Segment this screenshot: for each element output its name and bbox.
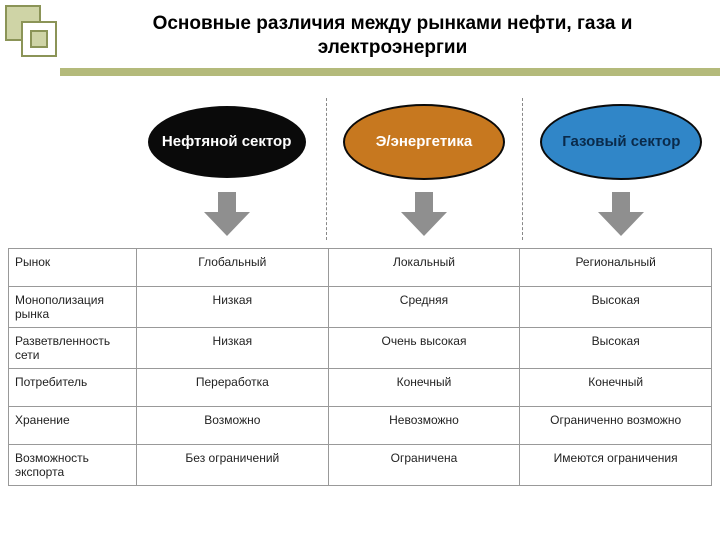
corner-logo [4, 4, 60, 60]
table-cell: Невозможно [328, 407, 520, 445]
sector-ellipse-oil: Нефтяной сектор [146, 104, 308, 180]
table-cell: Ограничена [328, 445, 520, 486]
table-cell: Глобальный [137, 249, 329, 287]
table-cell: Конечный [328, 369, 520, 407]
sector-label: Э/энергетика [376, 133, 473, 150]
title-container: Основные различия между рынками нефти, г… [95, 12, 690, 60]
table-cell: Без ограничений [137, 445, 329, 486]
table-cell: Низкая [137, 287, 329, 328]
comparison-table: РынокГлобальныйЛокальныйРегиональныйМоно… [8, 248, 712, 486]
table-cell: Средняя [328, 287, 520, 328]
slide-header: Основные различия между рынками нефти, г… [0, 0, 720, 78]
sector-label: Нефтяной сектор [162, 133, 291, 150]
spacer [0, 104, 128, 180]
spacer [0, 192, 128, 236]
table-cell: Возможно [137, 407, 329, 445]
row-label: Хранение [9, 407, 137, 445]
header-underline [60, 68, 720, 76]
table-cell: Региональный [520, 249, 712, 287]
sector-ellipse-gas: Газовый сектор [540, 104, 702, 180]
sector-row: Нефтяной сектор Э/энергетика Газовый сек… [0, 104, 720, 180]
sector-label: Газовый сектор [562, 133, 680, 150]
table-cell: Ограниченно возможно [520, 407, 712, 445]
row-label: Монополизация рынка [9, 287, 137, 328]
down-arrow-icon [523, 192, 720, 236]
row-label: Рынок [9, 249, 137, 287]
table-row: РынокГлобальныйЛокальныйРегиональный [9, 249, 712, 287]
down-arrow-icon [325, 192, 522, 236]
table-cell: Имеются ограничения [520, 445, 712, 486]
table-row: ПотребительПереработкаКонечныйКонечный [9, 369, 712, 407]
table-row: ХранениеВозможноНевозможноОграниченно во… [9, 407, 712, 445]
row-label: Разветвленность сети [9, 328, 137, 369]
table-row: Разветвленность сетиНизкаяОчень высокаяВ… [9, 328, 712, 369]
table-row: Монополизация рынкаНизкаяСредняяВысокая [9, 287, 712, 328]
table-cell: Очень высокая [328, 328, 520, 369]
table-cell: Высокая [520, 328, 712, 369]
down-arrow-icon [128, 192, 325, 236]
table-cell: Высокая [520, 287, 712, 328]
sector-ellipse-electricity: Э/энергетика [343, 104, 505, 180]
table-cell: Конечный [520, 369, 712, 407]
diagram-area: Нефтяной сектор Э/энергетика Газовый сек… [0, 86, 720, 244]
row-label: Потребитель [9, 369, 137, 407]
arrow-row [0, 192, 720, 236]
table-cell: Низкая [137, 328, 329, 369]
row-label: Возможность экспорта [9, 445, 137, 486]
table-row: Возможность экспортаБез ограниченийОгран… [9, 445, 712, 486]
table-cell: Локальный [328, 249, 520, 287]
table-cell: Переработка [137, 369, 329, 407]
slide-title: Основные различия между рынками нефти, г… [95, 12, 690, 60]
